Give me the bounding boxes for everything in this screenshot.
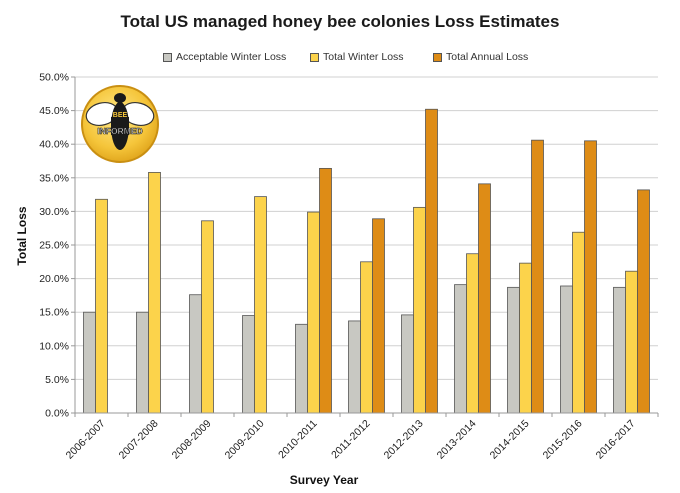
bar-total-winter-loss-2010-2011 bbox=[307, 211, 320, 414]
bar-acceptable-winter-loss-2013-2014 bbox=[454, 284, 467, 414]
x-tick-label: 2007-2008 bbox=[117, 418, 161, 462]
bar-total-annual-loss-2010-2011 bbox=[319, 167, 332, 414]
x-tick-label: 2015-2016 bbox=[541, 418, 585, 462]
bar-acceptable-winter-loss-2007-2008 bbox=[136, 311, 149, 414]
x-axis-title: Survey Year bbox=[290, 473, 359, 487]
x-tick-label: 2014-2015 bbox=[488, 418, 532, 462]
bar-total-winter-loss-2016-2017 bbox=[625, 270, 638, 414]
bar-total-annual-loss-2011-2012 bbox=[372, 218, 385, 414]
bar-acceptable-winter-loss-2014-2015 bbox=[507, 286, 520, 414]
y-tick-label: 10.0% bbox=[39, 340, 69, 352]
x-tick-label: 2006-2007 bbox=[64, 418, 108, 462]
y-tick-label: 35.0% bbox=[39, 172, 69, 184]
bar-acceptable-winter-loss-2011-2012 bbox=[348, 320, 361, 414]
y-tick-label: 30.0% bbox=[39, 206, 69, 218]
x-tick-label: 2012-2013 bbox=[382, 418, 426, 462]
legend-swatch-total-annual-loss bbox=[433, 52, 442, 62]
legend-item-total-winter-loss: Total Winter Loss bbox=[310, 49, 404, 65]
chart-title: Total US managed honey bee colonies Loss… bbox=[120, 12, 560, 31]
bar-total-winter-loss-2014-2015 bbox=[519, 262, 532, 414]
bar-acceptable-winter-loss-2009-2010 bbox=[242, 315, 255, 414]
bar-acceptable-winter-loss-2006-2007 bbox=[83, 311, 96, 414]
bar-total-annual-loss-2012-2013 bbox=[425, 108, 438, 414]
bar-total-winter-loss-2015-2016 bbox=[572, 231, 585, 414]
bar-total-winter-loss-2009-2010 bbox=[254, 196, 267, 414]
legend-item-total-annual-loss: Total Annual Loss bbox=[433, 49, 528, 65]
legend-label-total-winter-loss: Total Winter Loss bbox=[323, 51, 404, 63]
bar-total-annual-loss-2015-2016 bbox=[584, 140, 597, 414]
x-tick-label: 2009-2010 bbox=[223, 418, 267, 462]
logo-text-bee: BEE bbox=[113, 112, 128, 119]
bar-total-winter-loss-2011-2012 bbox=[360, 261, 373, 414]
bee-logo-icon: BEE INFORMED bbox=[81, 85, 159, 163]
bee-informed-logo: BEE INFORMED bbox=[80, 84, 160, 164]
bar-acceptable-winter-loss-2016-2017 bbox=[613, 286, 626, 414]
bars bbox=[83, 108, 650, 414]
bar-acceptable-winter-loss-2008-2009 bbox=[189, 294, 202, 414]
bar-acceptable-winter-loss-2012-2013 bbox=[401, 314, 414, 414]
legend-swatch-total-winter-loss bbox=[310, 52, 319, 62]
bar-total-winter-loss-2012-2013 bbox=[413, 206, 426, 414]
y-tick-label: 15.0% bbox=[39, 307, 69, 319]
bar-total-annual-loss-2016-2017 bbox=[637, 189, 650, 414]
y-tick-label: 0.0% bbox=[45, 408, 69, 420]
bar-total-winter-loss-2007-2008 bbox=[148, 172, 161, 414]
legend: Acceptable Winter Loss Total Winter Loss… bbox=[0, 49, 680, 65]
legend-item-acceptable-winter-loss: Acceptable Winter Loss bbox=[163, 49, 286, 65]
legend-swatch-acceptable-winter-loss bbox=[163, 52, 172, 62]
bar-total-winter-loss-2013-2014 bbox=[466, 253, 479, 414]
y-tick-label: 45.0% bbox=[39, 105, 69, 117]
y-axis-title: Total Loss bbox=[15, 206, 29, 265]
bar-acceptable-winter-loss-2010-2011 bbox=[295, 323, 308, 414]
y-tick-label: 25.0% bbox=[39, 240, 69, 252]
y-tick-label: 40.0% bbox=[39, 139, 69, 151]
legend-label-total-annual-loss: Total Annual Loss bbox=[446, 51, 529, 63]
y-tick-label: 5.0% bbox=[45, 374, 69, 386]
bar-total-annual-loss-2014-2015 bbox=[531, 139, 544, 414]
bar-total-winter-loss-2006-2007 bbox=[95, 198, 108, 414]
bar-total-winter-loss-2008-2009 bbox=[201, 220, 214, 414]
logo-text-informed: INFORMED bbox=[97, 126, 142, 136]
x-tick-label: 2011-2012 bbox=[329, 418, 373, 462]
x-tick-label: 2008-2009 bbox=[170, 418, 214, 462]
y-tick-label: 50.0% bbox=[39, 72, 69, 84]
y-tick-label: 20.0% bbox=[39, 273, 69, 285]
bar-total-annual-loss-2013-2014 bbox=[478, 183, 491, 414]
x-tick-label: 2013-2014 bbox=[435, 418, 479, 462]
x-tick-label: 2010-2011 bbox=[276, 418, 320, 462]
legend-label-acceptable-winter-loss: Acceptable Winter Loss bbox=[176, 51, 287, 63]
bar-acceptable-winter-loss-2015-2016 bbox=[560, 285, 573, 414]
x-tick-label: 2016-2017 bbox=[594, 418, 638, 462]
